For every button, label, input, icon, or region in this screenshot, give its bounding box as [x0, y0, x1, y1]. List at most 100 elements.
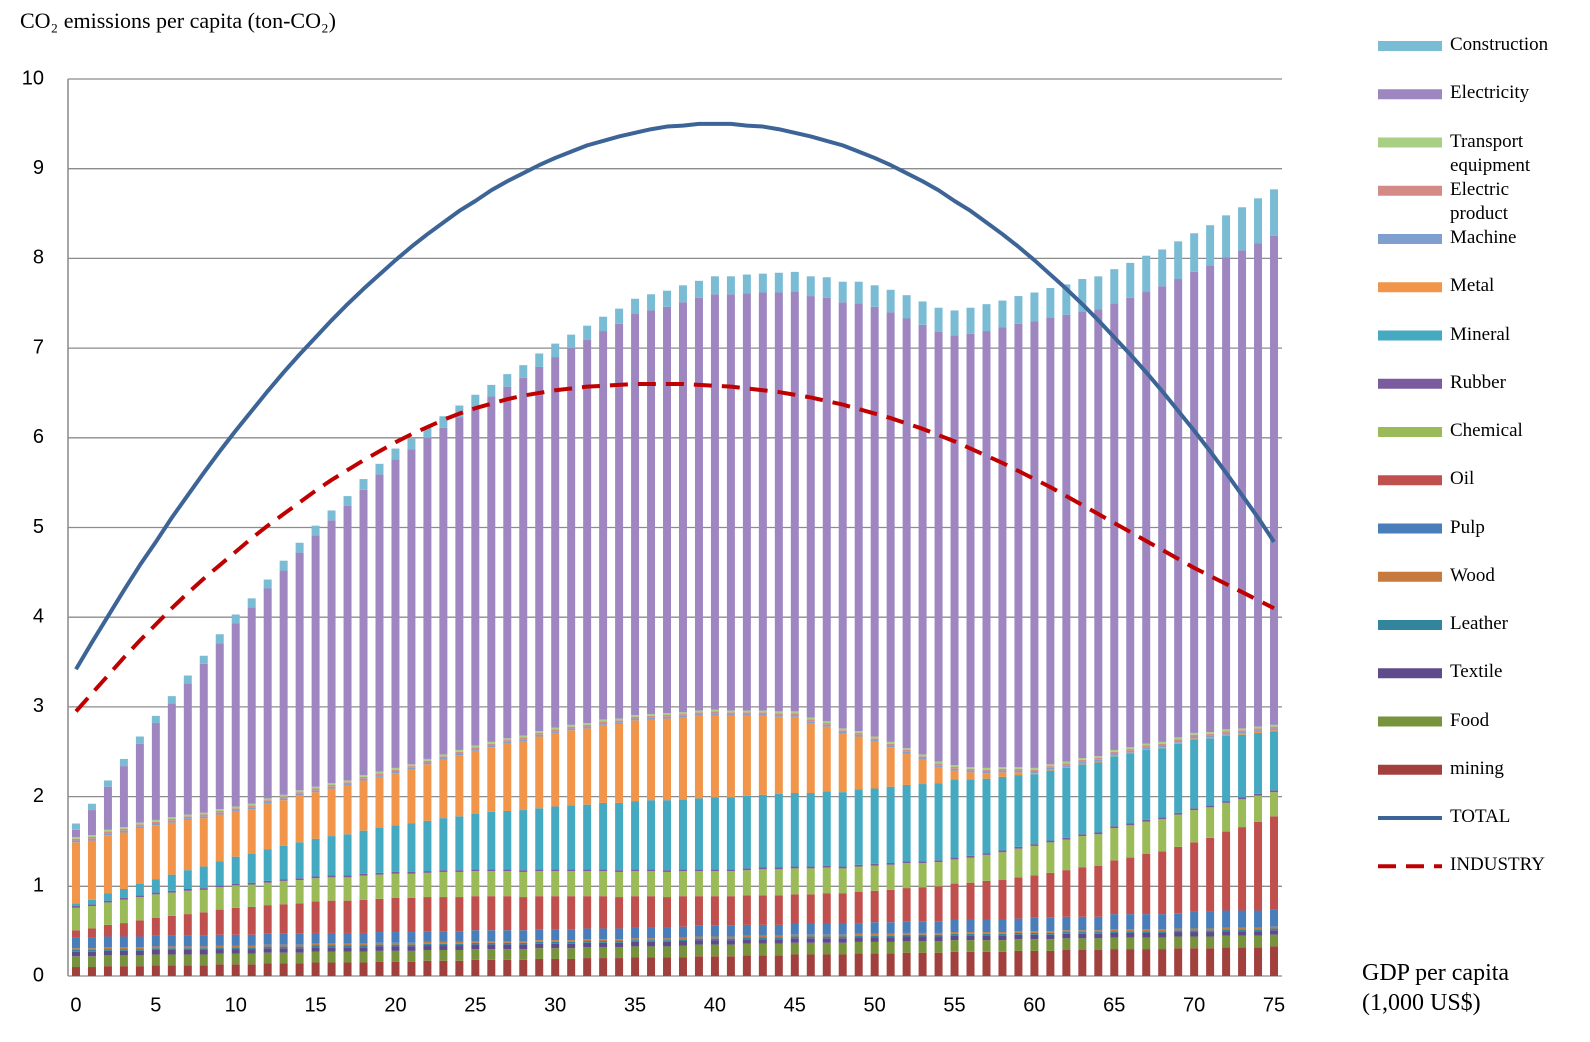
- bar-segment: [838, 730, 847, 733]
- bar-segment: [758, 714, 767, 716]
- bar-segment: [599, 331, 608, 720]
- bar-segment: [934, 941, 943, 953]
- bar-segment: [710, 938, 719, 941]
- bar-segment: [599, 724, 608, 803]
- bar-segment: [423, 758, 432, 761]
- bar-segment: [167, 935, 176, 947]
- bar-segment: [1174, 930, 1183, 933]
- bar-segment: [1222, 734, 1231, 736]
- bar-segment: [231, 885, 240, 908]
- bar-segment: [1174, 740, 1183, 743]
- bar-segment: [311, 790, 320, 793]
- bar-segment: [870, 937, 879, 942]
- bar-segment: [167, 817, 176, 820]
- bar-segment: [647, 941, 656, 947]
- bar-segment: [790, 954, 799, 976]
- bar-segment: [87, 967, 96, 976]
- bar-segment: [822, 923, 831, 935]
- bar-segment: [119, 758, 128, 767]
- bar-segment: [135, 897, 144, 921]
- bar-segment: [135, 824, 144, 827]
- bar-segment: [487, 871, 496, 897]
- bar-segment: [311, 788, 320, 791]
- bar-segment: [151, 949, 160, 955]
- bar-segment: [966, 933, 975, 936]
- bar-segment: [1222, 929, 1231, 932]
- bar-segment: [583, 941, 592, 943]
- y-tick-label: 4: [33, 605, 44, 627]
- bar-segment: [854, 941, 863, 954]
- bar-segment: [599, 869, 608, 872]
- bar-segment: [407, 961, 416, 976]
- bar-segment: [551, 941, 560, 944]
- bar-segment: [1254, 927, 1263, 930]
- bar-segment: [1238, 730, 1247, 733]
- bar-series: [71, 934, 1279, 968]
- bar-segment: [103, 786, 112, 830]
- bar-segment: [1046, 917, 1055, 932]
- bar-segment: [1062, 870, 1071, 917]
- bar-segment: [1126, 747, 1135, 750]
- bar-segment: [790, 866, 799, 869]
- bar-segment: [663, 290, 672, 307]
- y-tick-label: 6: [33, 426, 44, 448]
- bar-segment: [854, 736, 863, 790]
- bar-segment: [103, 949, 112, 951]
- bar-series: [71, 713, 1279, 843]
- bar-segment: [87, 928, 96, 938]
- bar-segment: [279, 944, 288, 947]
- bar-segment: [982, 880, 991, 920]
- bar-segment: [886, 922, 895, 934]
- bar-segment: [726, 797, 735, 870]
- legend-label: Pulp: [1450, 516, 1485, 538]
- bar-segment: [774, 867, 783, 870]
- bar-segment: [375, 771, 384, 774]
- bar-segment: [966, 768, 975, 771]
- bar-segment: [583, 325, 592, 341]
- bar-segment: [391, 769, 400, 772]
- bar-segment: [487, 741, 496, 744]
- bar-segment: [742, 293, 751, 711]
- bar-segment: [471, 871, 480, 897]
- bar-segment: [886, 741, 895, 744]
- bar-segment: [423, 945, 432, 950]
- bar-segment: [822, 297, 831, 722]
- bar-segment: [710, 276, 719, 295]
- bar-segment: [934, 921, 943, 933]
- bar-segment: [902, 934, 911, 937]
- bar-segment: [247, 805, 256, 808]
- bar-segment: [215, 809, 224, 811]
- bar-segment: [391, 961, 400, 976]
- bar-segment: [631, 896, 640, 928]
- bar-segment: [1078, 949, 1087, 976]
- bar-segment: [567, 728, 576, 731]
- bar-segment: [311, 876, 320, 879]
- legend-label: Electricity: [1450, 82, 1530, 104]
- bar-segment: [950, 940, 959, 952]
- bar-segment: [71, 906, 80, 908]
- bar-segment: [535, 871, 544, 897]
- bar-segment: [806, 954, 815, 976]
- bar-segment: [423, 943, 432, 946]
- bar-segment: [806, 719, 815, 722]
- bar-segment: [822, 942, 831, 955]
- bar-segment: [854, 281, 863, 304]
- bar-segment: [71, 907, 80, 931]
- bar-segment: [647, 800, 656, 870]
- x-tick-label: 20: [384, 994, 406, 1016]
- x-tick-label: 35: [624, 994, 646, 1016]
- bar-segment: [519, 735, 528, 738]
- bar-segment: [663, 871, 672, 898]
- bar-segment: [1110, 932, 1119, 938]
- bar-segment: [375, 776, 384, 828]
- bar-segment: [982, 771, 991, 774]
- bar-segment: [87, 836, 96, 839]
- bar-segment: [535, 731, 544, 733]
- bar-segment: [710, 711, 719, 714]
- x-tick-label: 60: [1023, 994, 1045, 1016]
- legend-swatch: [1378, 185, 1442, 196]
- bar-segment: [1158, 748, 1167, 818]
- bar-segment: [263, 803, 272, 850]
- bar-segment: [822, 724, 831, 727]
- bar-segment: [918, 921, 927, 933]
